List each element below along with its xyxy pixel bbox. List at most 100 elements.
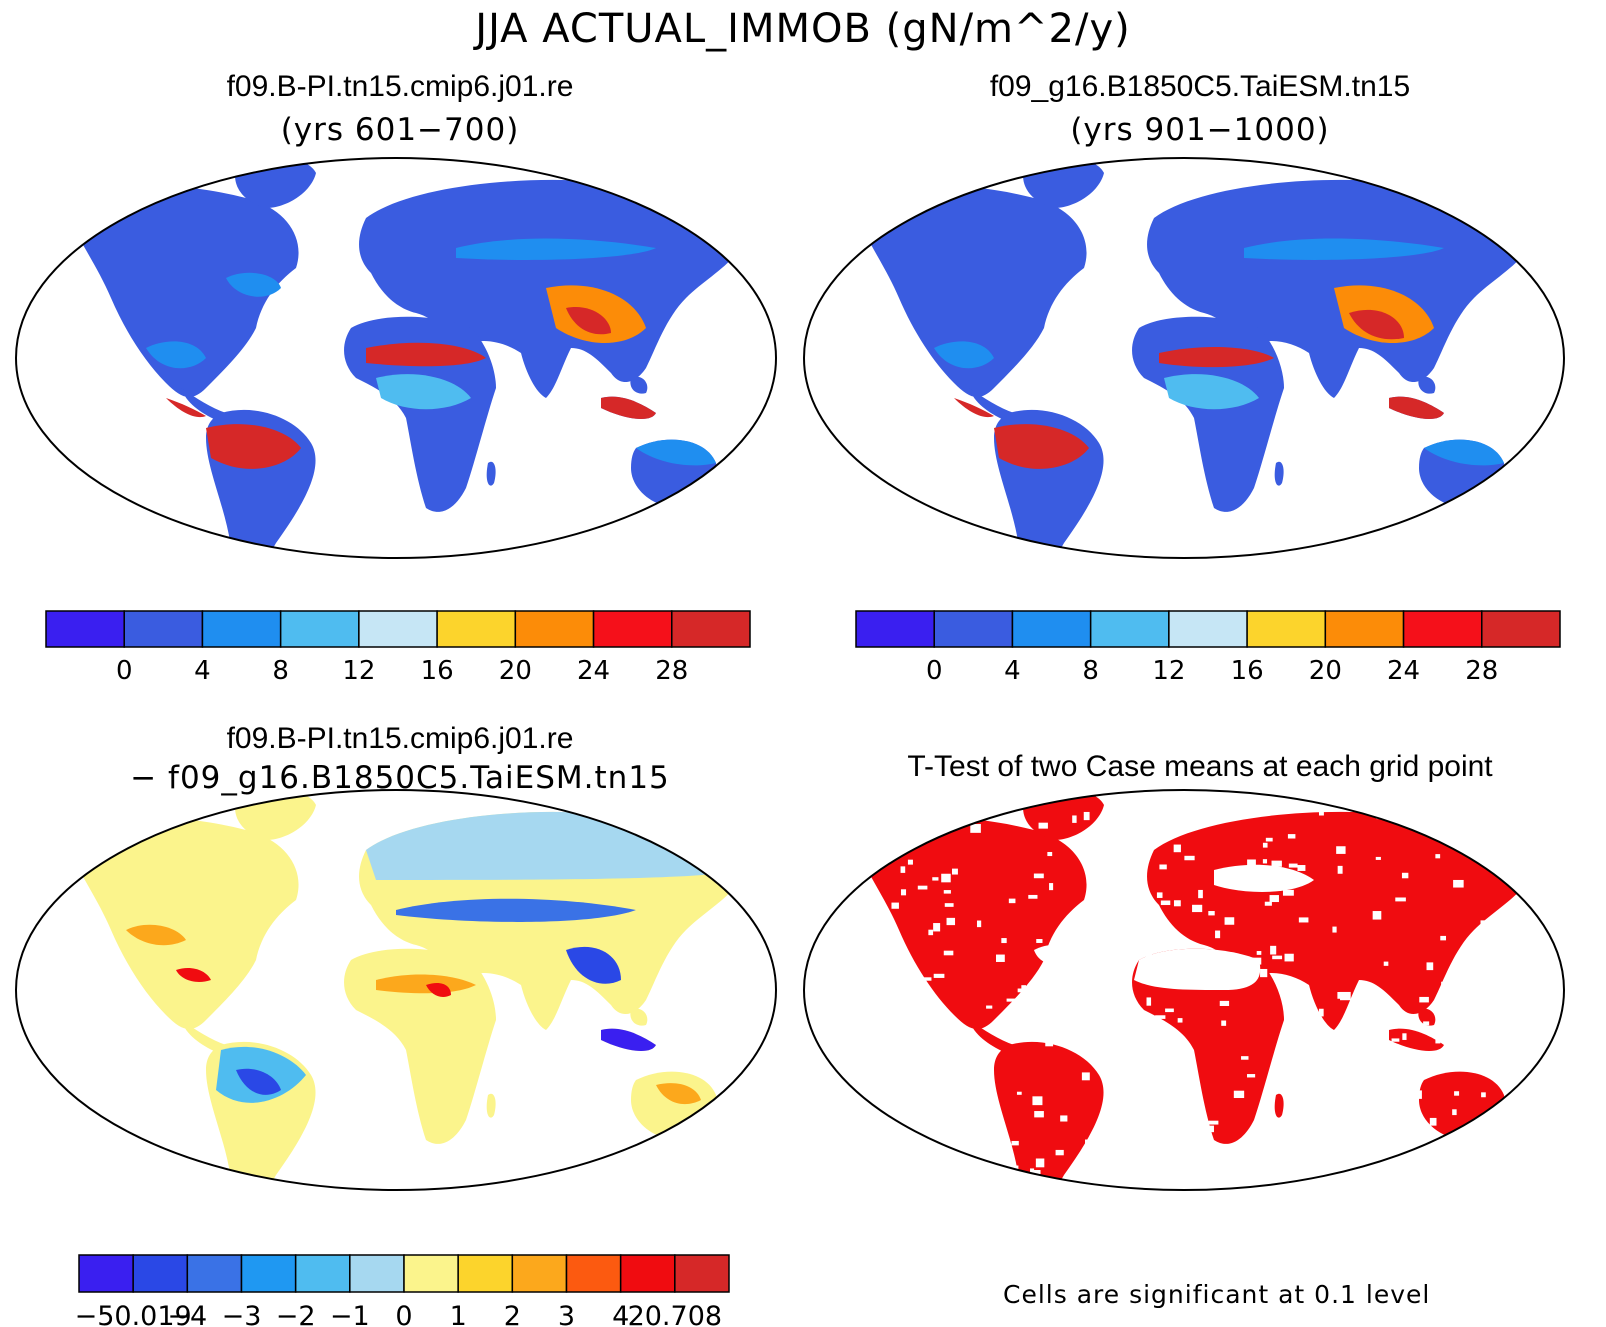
nonsignificant-cell bbox=[975, 1054, 982, 1063]
nonsignificant-cell bbox=[1285, 807, 1291, 813]
panel-case2-title: f09_g16.B1850C5.TaiESM.tn15 bbox=[989, 70, 1411, 103]
nonsignificant-cell bbox=[1172, 808, 1178, 817]
nonsignificant-cell bbox=[882, 1104, 894, 1108]
nonsignificant-cell bbox=[1115, 1137, 1125, 1145]
colorbar-case2-swatch bbox=[1324, 610, 1405, 648]
nonsignificant-cell bbox=[1014, 1003, 1023, 1008]
nonsignificant-cell bbox=[1251, 957, 1262, 965]
nonsignificant-cell bbox=[951, 868, 958, 875]
colorbar-difference-tick-label: −2 bbox=[276, 1301, 316, 1327]
nonsignificant-cell bbox=[966, 1107, 975, 1115]
nonsignificant-cell bbox=[1372, 911, 1382, 920]
nonsignificant-cell bbox=[1169, 1177, 1180, 1181]
nonsignificant-cell bbox=[1290, 994, 1302, 1002]
colorbar-case1-swatch bbox=[671, 610, 751, 648]
nonsignificant-cell bbox=[1508, 967, 1520, 974]
nonsignificant-cell bbox=[1078, 844, 1088, 849]
nonsignificant-cell bbox=[1072, 815, 1077, 823]
nonsignificant-cell bbox=[1435, 854, 1441, 859]
nonsignificant-cell bbox=[1169, 962, 1174, 971]
nonsignificant-cell bbox=[1227, 874, 1238, 880]
nonsignificant-cell bbox=[1489, 844, 1497, 854]
nonsignificant-cell bbox=[1192, 1148, 1204, 1152]
nonsignificant-cell bbox=[1003, 1019, 1012, 1024]
nonsignificant-cell bbox=[1240, 972, 1246, 982]
nonsignificant-cell bbox=[1234, 877, 1244, 887]
nonsignificant-cell bbox=[1116, 907, 1125, 911]
nonsignificant-cell bbox=[1440, 935, 1447, 941]
figure-title: JJA ACTUAL_IMMOB (gN/m^2/y) bbox=[475, 6, 1131, 52]
nonsignificant-cell bbox=[928, 929, 934, 936]
nonsignificant-cell bbox=[900, 889, 907, 896]
nonsignificant-cell bbox=[1387, 1085, 1399, 1095]
nonsignificant-cell bbox=[1202, 1163, 1208, 1169]
nonsignificant-cell bbox=[1070, 998, 1075, 1006]
nonsignificant-cell bbox=[1293, 806, 1301, 812]
nonsignificant-cell bbox=[1052, 951, 1064, 959]
nonsignificant-cell bbox=[1500, 806, 1505, 814]
colorbar-case2-tick-label: 4 bbox=[1004, 656, 1021, 686]
nonsignificant-cell bbox=[1086, 938, 1091, 947]
nonsignificant-cell bbox=[1085, 1139, 1095, 1145]
nonsignificant-cell bbox=[1030, 1168, 1035, 1174]
nonsignificant-cell bbox=[861, 934, 871, 938]
nonsignificant-cell bbox=[907, 859, 913, 865]
colorbar-difference-swatch bbox=[619, 1254, 676, 1293]
nonsignificant-cell bbox=[1116, 912, 1121, 919]
nonsignificant-cell bbox=[1130, 1014, 1140, 1019]
map-case1 bbox=[66, 158, 746, 558]
nonsignificant-cell bbox=[1060, 1115, 1068, 1122]
nonsignificant-cell bbox=[1492, 1144, 1499, 1149]
nonsignificant-cell bbox=[1190, 962, 1201, 970]
nonsignificant-cell bbox=[1315, 1095, 1324, 1102]
nonsignificant-cell bbox=[1461, 1040, 1471, 1048]
map-case2-border bbox=[803, 157, 1565, 559]
nonsignificant-cell bbox=[1243, 961, 1250, 969]
nonsignificant-cell bbox=[904, 1139, 910, 1144]
nonsignificant-cell bbox=[1327, 1047, 1334, 1054]
nonsignificant-cell bbox=[1360, 1057, 1369, 1064]
nonsignificant-cell bbox=[1465, 1131, 1475, 1139]
nonsignificant-cell bbox=[1488, 1036, 1496, 1042]
nonsignificant-cell bbox=[1265, 837, 1273, 842]
nonsignificant-cell bbox=[1269, 895, 1279, 903]
nonsignificant-cell bbox=[1139, 1059, 1151, 1069]
nonsignificant-cell bbox=[1256, 951, 1262, 955]
nonsignificant-cell bbox=[1156, 1172, 1167, 1178]
colorbar-case1-swatch bbox=[514, 610, 595, 648]
nonsignificant-cell bbox=[1337, 865, 1343, 874]
nonsignificant-cell bbox=[1270, 945, 1277, 955]
nonsignificant-cell bbox=[1036, 939, 1043, 943]
nonsignificant-cell bbox=[1302, 1079, 1314, 1085]
nonsignificant-cell bbox=[1006, 998, 1018, 1002]
nonsignificant-cell bbox=[1338, 1159, 1343, 1168]
nonsignificant-cell bbox=[1395, 897, 1406, 902]
nonsignificant-cell bbox=[1379, 1068, 1385, 1076]
nonsignificant-cell bbox=[1495, 913, 1501, 918]
nonsignificant-cell bbox=[942, 809, 952, 819]
colorbar-case2-tick-label: 0 bbox=[926, 656, 943, 686]
nonsignificant-cell bbox=[1146, 1013, 1151, 1022]
nonsignificant-cell bbox=[885, 961, 895, 969]
nonsignificant-cell bbox=[1011, 1140, 1019, 1146]
colorbar-difference-tick-label: 4 bbox=[612, 1301, 629, 1327]
nonsignificant-cell bbox=[1399, 1087, 1407, 1094]
nonsignificant-cell bbox=[1453, 879, 1464, 888]
nonsignificant-cell bbox=[1144, 948, 1152, 957]
nonsignificant-cell bbox=[1047, 851, 1053, 857]
nonsignificant-cell bbox=[1298, 917, 1309, 923]
nonsignificant-cell bbox=[1435, 1035, 1441, 1044]
nonsignificant-cell bbox=[1402, 1033, 1407, 1040]
nonsignificant-cell bbox=[1438, 822, 1448, 828]
colorbar-difference-tick-label: 20.708 bbox=[628, 1301, 722, 1327]
nonsignificant-cell bbox=[944, 903, 954, 907]
nonsignificant-cell bbox=[932, 1126, 943, 1134]
nonsignificant-cell bbox=[932, 877, 939, 881]
panel-case1-title: f09.B-PI.tn15.cmip6.j01.re bbox=[226, 70, 574, 103]
nonsignificant-cell bbox=[1213, 1181, 1223, 1190]
nonsignificant-cell bbox=[1150, 1133, 1159, 1137]
nonsignificant-cell bbox=[943, 950, 954, 956]
nonsignificant-cell bbox=[1498, 1178, 1505, 1183]
nonsignificant-cell bbox=[1034, 1111, 1044, 1118]
nonsignificant-cell bbox=[1091, 900, 1098, 905]
